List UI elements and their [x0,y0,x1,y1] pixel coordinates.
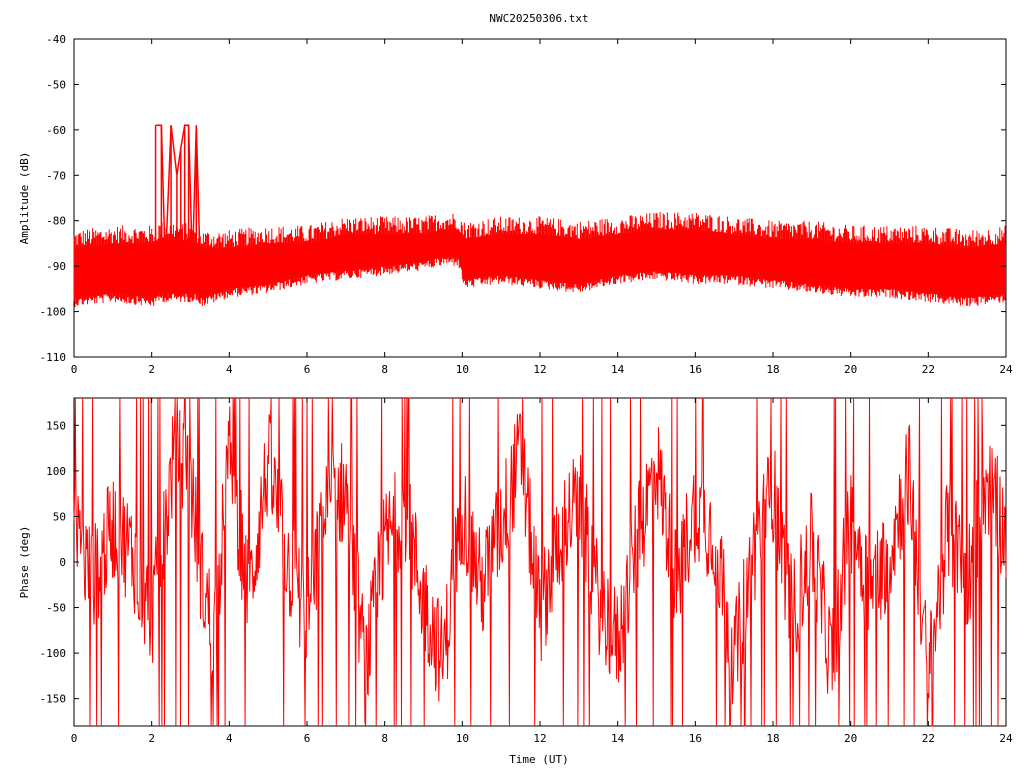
phase-trace [73,397,1007,727]
phase-x-tick-label: 10 [456,732,469,745]
amplitude-panel: 0 2 4 6 8 10 12 14 16 18 20 22 24-40-50-60-70-80-90-… [18,33,1013,376]
phase-y-tick-label: 100 [46,465,66,478]
time-x-axis-label: Time (UT) [509,753,569,766]
amplitude-y-axis-label: Amplitude (dB) [18,152,31,245]
amplitude-x-tick-label: 8 [381,363,388,376]
amplitude-y-tick-label: -80 [46,215,66,228]
amplitude-x-tick-label: 6 [304,363,311,376]
amplitude-series [73,124,1006,307]
amplitude-x-tick-label: 22 [922,363,935,376]
amplitude-y-tick-label: -50 [46,78,66,91]
amplitude-y-tick-label: -100 [40,306,67,319]
amplitude-x-tick-label: 4 [226,363,233,376]
amplitude-x-tick-label: 24 [999,363,1013,376]
amplitude-x-tick-label: 2 [148,363,155,376]
amplitude-x-tick-label: 14 [611,363,625,376]
amplitude-x-tick-label: 20 [844,363,857,376]
phase-x-tick-label: 14 [611,732,625,745]
phase-x-tick-label: 4 [226,732,233,745]
figure-title: NWC20250306.txt [489,12,588,25]
amplitude-y-tick-label: -40 [46,33,66,46]
phase-y-axis-label: Phase (deg) [18,526,31,599]
phase-x-tick-label: 8 [381,732,388,745]
amplitude-x-tick-label: 18 [766,363,779,376]
amplitude-x-tick-label: 0 [71,363,78,376]
amplitude-x-tick-label: 12 [533,363,546,376]
amplitude-axes: 0 2 4 6 8 10 12 14 16 18 20 22 24-40-50-60-70-80-90-… [40,33,1013,376]
amplitude-y-tick-label: -90 [46,260,66,273]
amplitude-y-tick-label: -60 [46,124,66,137]
amplitude-y-tick-label: -110 [40,351,67,364]
amplitude-y-tick-label: -70 [46,169,66,182]
phase-y-tick-label: -100 [40,647,67,660]
phase-series [73,397,1007,727]
phase-panel: 0 2 4 6 8 10 12 14 16 18 20 22 24150100500-50-100-15… [18,397,1013,766]
amplitude-x-tick-label: 16 [689,363,702,376]
phase-x-tick-label: 12 [533,732,546,745]
amplitude-x-tick-label: 10 [456,363,469,376]
phase-x-tick-label: 6 [304,732,311,745]
phase-axes: 0 2 4 6 8 10 12 14 16 18 20 22 24150100500-50-100-15… [40,398,1013,745]
amplitude-burst-trace [155,124,201,267]
phase-x-tick-label: 16 [689,732,702,745]
phase-x-tick-label: 24 [999,732,1013,745]
phase-y-tick-label: 150 [46,419,66,432]
phase-y-tick-label: 50 [53,510,66,523]
phase-y-tick-label: -150 [40,693,67,706]
phase-x-tick-label: 20 [844,732,857,745]
phase-x-tick-label: 0 [71,732,78,745]
phase-x-tick-label: 22 [922,732,935,745]
phase-x-tick-label: 18 [766,732,779,745]
phase-x-tick-label: 2 [148,732,155,745]
phase-y-tick-label: -50 [46,602,66,615]
phase-y-tick-label: 0 [59,556,66,569]
